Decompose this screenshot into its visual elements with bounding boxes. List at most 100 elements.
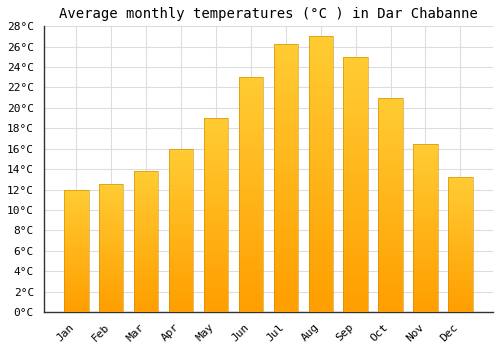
Bar [134,188,158,191]
Bar [274,76,298,81]
Bar [238,105,263,110]
Bar [169,309,194,312]
Bar [204,234,228,238]
Bar [378,222,403,226]
Bar [204,161,228,164]
Bar [134,267,158,270]
Bar [169,237,194,240]
Bar [64,192,88,194]
Bar [64,285,88,287]
Bar [274,162,298,167]
Bar [344,169,368,174]
Bar [448,212,472,215]
Bar [344,164,368,169]
Bar [274,231,298,237]
Bar [344,103,368,108]
Bar [378,179,403,183]
Bar [378,149,403,153]
Bar [99,284,124,286]
Bar [204,269,228,273]
Bar [169,257,194,260]
Bar [344,57,368,312]
Bar [344,302,368,307]
Bar [414,292,438,295]
Bar [204,145,228,149]
Bar [274,167,298,173]
Bar [448,180,472,183]
Bar [308,80,333,86]
Bar [274,274,298,280]
Bar [378,98,403,312]
Bar [308,86,333,92]
Bar [64,219,88,221]
Bar [378,136,403,141]
Bar [414,157,438,160]
Bar [99,205,124,207]
Bar [169,184,194,188]
Bar [448,258,472,261]
Bar [204,138,228,141]
Bar [169,306,194,309]
Bar [169,149,194,152]
Bar [274,151,298,156]
Bar [414,255,438,258]
Bar [64,260,88,263]
Bar [414,181,438,184]
Bar [64,241,88,243]
Bar [134,180,158,182]
Bar [378,205,403,209]
Bar [274,280,298,285]
Bar [378,106,403,111]
Bar [308,125,333,130]
Bar [64,300,88,302]
Bar [308,147,333,152]
Bar [344,205,368,210]
Bar [274,60,298,65]
Bar [169,224,194,227]
Bar [308,64,333,70]
Bar [378,162,403,166]
Bar [274,86,298,92]
Bar [414,234,438,238]
Bar [378,132,403,136]
Bar [448,250,472,253]
Bar [344,210,368,215]
Bar [274,183,298,189]
Bar [308,246,333,251]
Bar [378,295,403,299]
Bar [99,276,124,279]
Bar [344,123,368,128]
Bar [378,218,403,222]
Bar [378,111,403,115]
Bar [204,176,228,180]
Bar [238,134,263,138]
Bar [238,223,263,228]
Bar [64,209,88,211]
Bar [344,200,368,205]
Bar [274,247,298,253]
Bar [378,102,403,106]
Bar [378,235,403,239]
Bar [238,77,263,82]
Bar [274,146,298,151]
Bar [414,144,438,312]
Bar [64,243,88,246]
Bar [99,299,124,302]
Bar [169,253,194,257]
Bar [169,260,194,263]
Bar [274,215,298,221]
Bar [169,214,194,217]
Bar [378,201,403,205]
Bar [204,296,228,300]
Bar [448,301,472,304]
Bar [204,173,228,176]
Bar [238,270,263,274]
Bar [308,70,333,75]
Bar [308,141,333,147]
Bar [344,82,368,88]
Bar [64,226,88,229]
Bar [204,289,228,293]
Bar [448,210,472,212]
Bar [64,270,88,273]
Bar [134,199,158,202]
